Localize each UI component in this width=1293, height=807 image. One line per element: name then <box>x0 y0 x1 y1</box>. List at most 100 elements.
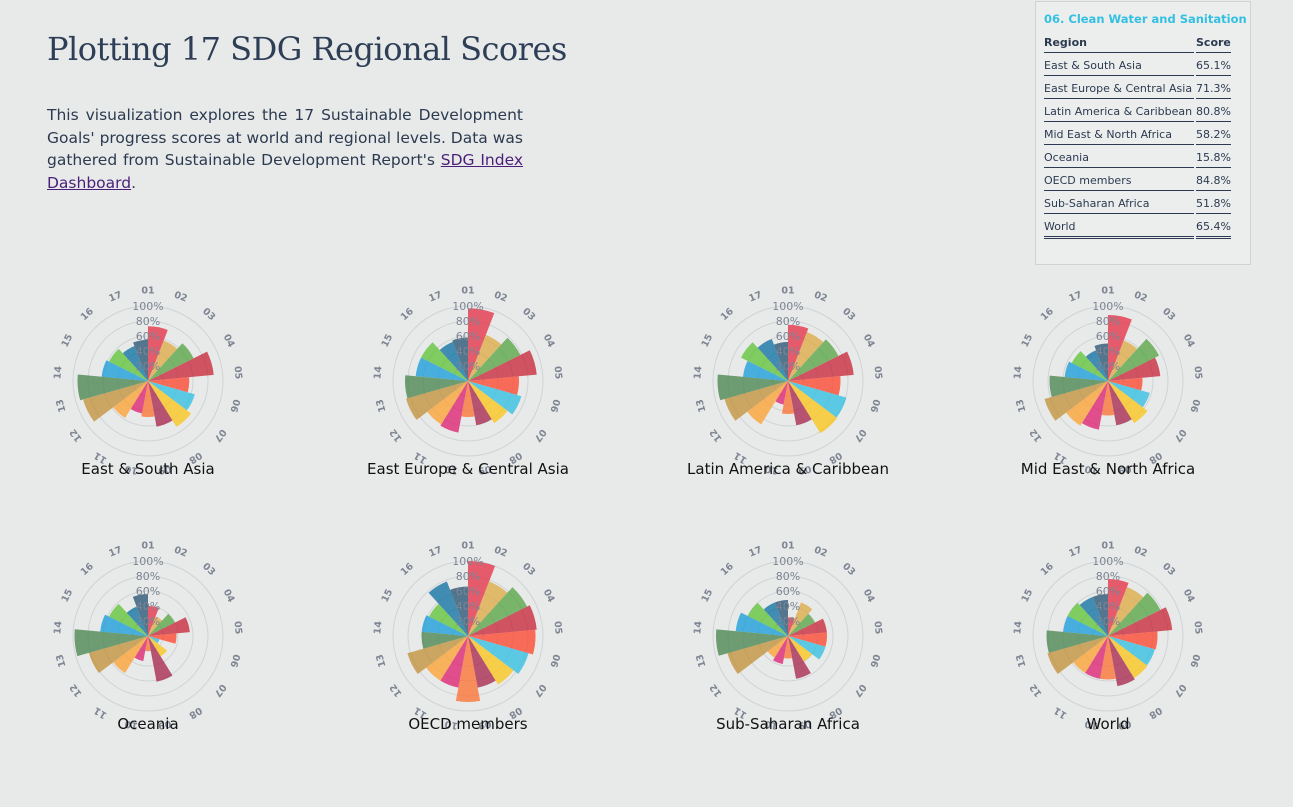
bar-goal-04[interactable] <box>468 350 537 381</box>
bar-goal-08[interactable] <box>468 636 496 688</box>
bar-goal-09[interactable] <box>1100 636 1116 680</box>
bar-goal-14[interactable] <box>421 615 468 636</box>
bar-goal-01[interactable] <box>788 324 809 381</box>
bar-goal-11[interactable] <box>747 381 788 425</box>
bar-goal-01[interactable] <box>148 606 159 636</box>
bar-goal-14[interactable] <box>101 360 148 381</box>
bar-goal-03[interactable] <box>788 339 839 381</box>
bar-goal-01[interactable] <box>788 617 795 636</box>
bar-goal-02[interactable] <box>468 581 508 636</box>
bar-goal-03[interactable] <box>1108 338 1160 381</box>
polar-chart[interactable]: 20% 40% 60% 80% 100% 01 02 03 04 05 06 07 08 09 10 11 12… <box>668 261 908 501</box>
bar-goal-15[interactable] <box>109 603 148 636</box>
bar-goal-11[interactable] <box>113 636 148 673</box>
bar-goal-08[interactable] <box>788 636 811 679</box>
bar-goal-16[interactable] <box>122 346 148 381</box>
bar-goal-02[interactable] <box>148 340 178 381</box>
bar-goal-04[interactable] <box>148 351 214 381</box>
bar-goal-12[interactable] <box>1044 381 1108 421</box>
bar-goal-07[interactable] <box>1108 636 1148 679</box>
bar-goal-07[interactable] <box>788 381 838 434</box>
bar-goal-10[interactable] <box>440 636 468 688</box>
bar-goal-04[interactable] <box>788 618 827 636</box>
bar-goal-03[interactable] <box>788 613 815 636</box>
bar-goal-17[interactable] <box>450 586 468 637</box>
bar-goal-06[interactable] <box>1108 636 1155 666</box>
bar-goal-09[interactable] <box>783 636 793 659</box>
bar-goal-04[interactable] <box>1108 607 1173 636</box>
bar-goal-13[interactable] <box>717 374 788 401</box>
polar-chart[interactable]: 20% 40% 60% 80% 100% 01 02 03 04 05 06 07 08 09 10 11 12… <box>988 516 1228 756</box>
bar-goal-07[interactable] <box>148 381 192 427</box>
bar-goal-08[interactable] <box>788 381 812 426</box>
bar-goal-08[interactable] <box>1108 636 1135 687</box>
bar-goal-12[interactable] <box>405 381 468 420</box>
bar-goal-11[interactable] <box>767 636 788 658</box>
bar-goal-09[interactable] <box>455 636 481 703</box>
polar-chart[interactable]: 20% 40% 60% 80% 100% 01 02 03 04 05 06 07 08 09 10 11 12… <box>348 516 588 756</box>
bar-goal-10[interactable] <box>130 381 148 414</box>
bar-goal-01[interactable] <box>148 326 168 381</box>
bar-goal-10[interactable] <box>1081 381 1108 430</box>
bar-goal-16[interactable] <box>1085 350 1108 381</box>
bar-goal-02[interactable] <box>1108 587 1144 636</box>
polar-chart[interactable]: 20% 40% 60% 80% 100% 01 02 03 04 05 06 07 08 09 10 11 12… <box>988 261 1228 501</box>
bar-goal-12[interactable] <box>724 381 788 421</box>
polar-chart[interactable]: 20% 40% 60% 80% 100% 01 02 03 04 05 06 07 08 09 10 11 12… <box>668 516 908 756</box>
bar-goal-16[interactable] <box>126 606 148 636</box>
bar-goal-02[interactable] <box>148 616 163 636</box>
bar-goal-06[interactable] <box>788 381 847 418</box>
bar-goal-04[interactable] <box>148 617 190 636</box>
bar-goal-11[interactable] <box>113 381 148 418</box>
bar-goal-02[interactable] <box>788 602 813 636</box>
bar-goal-11[interactable] <box>1073 636 1108 673</box>
bar-goal-15[interactable] <box>109 348 148 381</box>
bar-goal-03[interactable] <box>1108 592 1161 636</box>
bar-goal-05[interactable] <box>468 629 536 655</box>
bar-goal-15[interactable] <box>747 602 788 636</box>
bar-goal-10[interactable] <box>775 381 788 405</box>
bar-goal-15[interactable] <box>1067 602 1108 636</box>
polar-chart[interactable]: 20% 40% 60% 80% 100% 01 02 03 04 05 06 07 08 09 10 11 12… <box>348 261 588 501</box>
bar-goal-07[interactable] <box>788 636 812 662</box>
bar-goal-13[interactable] <box>77 374 148 401</box>
bar-goal-12[interactable] <box>407 636 468 674</box>
bar-goal-06[interactable] <box>148 636 160 644</box>
bar-goal-10[interactable] <box>773 636 788 665</box>
bar-goal-01[interactable] <box>1108 579 1129 636</box>
bar-goal-05[interactable] <box>1108 631 1158 650</box>
bar-goal-09[interactable] <box>781 381 795 415</box>
bar-goal-16[interactable] <box>763 602 788 636</box>
bar-goal-13[interactable] <box>716 629 788 656</box>
bar-goal-09[interactable] <box>1101 381 1115 416</box>
bar-goal-05[interactable] <box>148 633 177 644</box>
bar-goal-14[interactable] <box>415 357 468 381</box>
bar-goal-07[interactable] <box>468 636 514 685</box>
bar-goal-16[interactable] <box>439 341 468 381</box>
bar-goal-01[interactable] <box>1108 315 1132 381</box>
bar-goal-17[interactable] <box>1092 594 1108 636</box>
bar-goal-12[interactable] <box>88 636 148 674</box>
bar-goal-07[interactable] <box>468 381 508 424</box>
polar-chart[interactable]: 20% 40% 60% 80% 100% 01 02 03 04 05 06 07 08 09 10 11 12… <box>28 261 268 501</box>
bar-goal-17[interactable] <box>132 594 148 636</box>
bar-goal-15[interactable] <box>741 342 788 381</box>
bar-goal-01[interactable] <box>468 561 496 636</box>
bar-goal-14[interactable] <box>1063 615 1108 636</box>
bar-goal-11[interactable] <box>1066 381 1108 426</box>
bar-goal-06[interactable] <box>468 381 522 415</box>
bar-goal-06[interactable] <box>788 636 826 660</box>
bar-goal-12[interactable] <box>83 381 148 422</box>
bar-goal-13[interactable] <box>74 629 148 657</box>
bar-goal-10[interactable] <box>440 381 468 433</box>
bar-goal-05[interactable] <box>788 376 841 396</box>
bar-goal-05[interactable] <box>788 632 827 647</box>
bar-goal-09[interactable] <box>145 636 151 651</box>
bar-goal-05[interactable] <box>1108 377 1143 391</box>
bar-goal-11[interactable] <box>427 381 468 425</box>
bar-goal-16[interactable] <box>757 339 788 381</box>
bar-goal-08[interactable] <box>148 381 173 427</box>
bar-goal-13[interactable] <box>1049 375 1108 398</box>
bar-goal-05[interactable] <box>148 377 190 393</box>
bar-goal-04[interactable] <box>788 351 854 381</box>
